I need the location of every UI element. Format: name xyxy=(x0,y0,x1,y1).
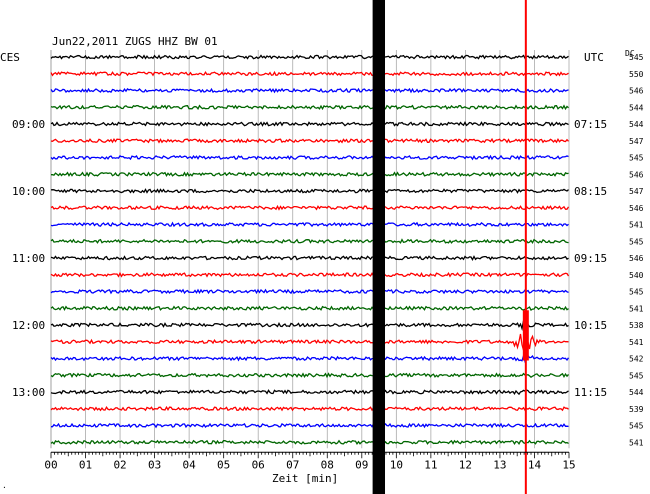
trace-5 xyxy=(50,137,569,144)
trace-12 xyxy=(50,255,569,261)
trace-20 xyxy=(50,389,569,396)
trace-21 xyxy=(50,405,569,412)
right-hour-label: 11:15 xyxy=(574,386,607,399)
dc-value: 545 xyxy=(629,288,644,297)
event-group xyxy=(372,0,529,494)
saturated-black-band xyxy=(372,0,385,494)
trace-6 xyxy=(50,154,569,161)
trace-4 xyxy=(50,120,569,127)
dc-header: DC xyxy=(625,49,635,58)
x-tick-label-08: 08 xyxy=(321,458,334,471)
red-event-burst xyxy=(522,310,529,361)
x-tick-label-06: 06 xyxy=(252,458,265,471)
right-hour-label: 08:15 xyxy=(574,185,607,198)
x-tick-label-00: 00 xyxy=(44,458,57,471)
dc-value: 545 xyxy=(629,422,644,431)
dc-value: 550 xyxy=(629,70,644,79)
dc-value: 547 xyxy=(629,187,644,196)
trace-17 xyxy=(50,333,569,351)
dc-value: 540 xyxy=(629,271,644,280)
trace-7 xyxy=(51,171,569,178)
trace-2 xyxy=(50,87,569,94)
dc-value: 538 xyxy=(629,321,644,330)
left-hour-label: 09:00 xyxy=(12,118,45,131)
trace-19 xyxy=(50,372,569,379)
trace-11 xyxy=(50,238,569,244)
dc-value: 539 xyxy=(629,405,644,414)
left-hour-label: 13:00 xyxy=(12,386,45,399)
left-hour-label: 11:00 xyxy=(12,252,45,265)
dc-value: 546 xyxy=(629,254,644,263)
dc-value: 546 xyxy=(629,204,644,213)
trace-1 xyxy=(50,70,569,77)
trace-0 xyxy=(50,54,569,60)
x-tick-label-03: 03 xyxy=(148,458,161,471)
right-hour-label: 10:15 xyxy=(574,319,607,332)
x-tick-label-13: 13 xyxy=(493,458,506,471)
trace-22 xyxy=(51,422,569,429)
dc-value: 541 xyxy=(629,221,644,230)
trace-15 xyxy=(50,305,569,312)
dc-value: 541 xyxy=(629,304,644,313)
dc-value: 541 xyxy=(629,338,644,347)
dc-value: 546 xyxy=(629,170,644,179)
trace-16 xyxy=(50,318,569,332)
left-hour-label: 12:00 xyxy=(12,319,45,332)
trace-8 xyxy=(50,188,569,194)
x-tick-label-14: 14 xyxy=(528,458,542,471)
left-time-labels: 09:00 10:00 11:00 12:00 13:00 xyxy=(12,118,45,399)
trace-14 xyxy=(50,288,569,295)
x-tick-label-15: 15 xyxy=(562,458,575,471)
x-tick-label-07: 07 xyxy=(286,458,299,471)
dc-value: 544 xyxy=(629,103,644,112)
right-axis-label: UTC xyxy=(584,51,604,64)
trace-group xyxy=(50,54,570,446)
dc-value: 541 xyxy=(629,438,644,447)
dc-value: 544 xyxy=(629,120,644,129)
dc-value: 542 xyxy=(629,355,644,364)
dc-value: 545 xyxy=(629,53,644,62)
trace-18 xyxy=(50,353,570,364)
trace-23 xyxy=(50,439,569,446)
x-tick-label-01: 01 xyxy=(79,458,92,471)
left-axis-label: CES xyxy=(0,51,20,64)
dc-value: 544 xyxy=(629,388,644,397)
trace-9 xyxy=(50,204,570,211)
x-tick-label-10: 10 xyxy=(390,458,403,471)
right-hour-label: 09:15 xyxy=(574,252,607,265)
trace-10 xyxy=(50,221,569,228)
dc-value: 547 xyxy=(629,137,644,146)
dc-value: 545 xyxy=(629,237,644,246)
dc-value: 545 xyxy=(629,371,644,380)
left-hour-label: 10:00 xyxy=(12,185,45,198)
x-tick-label-02: 02 xyxy=(113,458,126,471)
trace-3 xyxy=(50,104,569,111)
x-tick-label-09: 09 xyxy=(355,458,368,471)
x-axis-label: Zeit [min] xyxy=(272,472,338,485)
dc-value: 545 xyxy=(629,154,644,163)
x-axis: 00 01 02 03 04 05 06 07 08 09 10 11 12 13 14 15 xyxy=(44,451,576,471)
trace-13 xyxy=(50,271,570,278)
x-tick-label-12: 12 xyxy=(459,458,472,471)
dc-values: 545 550 546 544 544 547 545 546 547 546 541 545 546 5… xyxy=(629,53,644,447)
grid-lines xyxy=(50,50,570,449)
right-time-labels: 07:15 08:15 09:15 10:15 11:15 xyxy=(574,118,607,399)
chart-title: Jun22,2011 ZUGS HHZ BW 01 xyxy=(52,35,218,48)
x-tick-label-11: 11 xyxy=(424,458,437,471)
right-hour-label: 07:15 xyxy=(574,118,607,131)
x-tick-label-04: 04 xyxy=(183,458,197,471)
corner-mark: . xyxy=(2,481,7,490)
x-tick-label-05: 05 xyxy=(217,458,230,471)
dc-value: 546 xyxy=(629,87,644,96)
